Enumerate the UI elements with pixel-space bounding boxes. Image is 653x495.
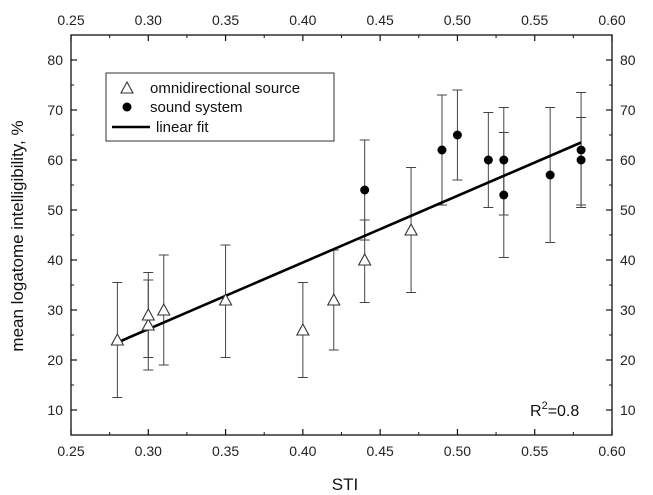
- x-axis-title: STI: [332, 475, 358, 494]
- x-tick-label-bottom: 0.55: [521, 443, 548, 459]
- x-tick-label-bottom: 0.40: [289, 443, 316, 459]
- y-tick-label-right: 10: [620, 402, 636, 418]
- omnidirectional-point: [295, 322, 310, 336]
- x-tick-label-bottom: 0.35: [212, 443, 239, 459]
- y-tick-label-left: 60: [47, 152, 63, 168]
- sound-system-point: [452, 130, 462, 140]
- y-tick-label-left: 20: [47, 352, 63, 368]
- x-tick-label-top: 0.45: [367, 12, 394, 28]
- y-tick-label-left: 40: [47, 252, 63, 268]
- y-tick-label-right: 60: [620, 152, 636, 168]
- y-tick-label-left: 70: [47, 102, 63, 118]
- sound-system-point: [576, 145, 586, 155]
- omnidirectional-point: [326, 292, 341, 306]
- omnidirectional-point: [218, 292, 233, 306]
- r-squared-annotation: R2=0.8: [530, 400, 579, 420]
- x-tick-label-top: 0.55: [521, 12, 548, 28]
- y-axis-title: mean logatome intelligibility, %: [8, 120, 27, 351]
- x-tick-label-top: 0.40: [289, 12, 316, 28]
- sound-system-point: [545, 170, 555, 180]
- x-tick-label-bottom: 0.30: [135, 443, 162, 459]
- data-markers: [110, 130, 586, 346]
- y-tick-label-right: 70: [620, 102, 636, 118]
- linear-fit-line: [116, 141, 582, 344]
- sound-system-point: [483, 155, 493, 165]
- legend-circle-marker: [122, 102, 132, 112]
- x-tick-label-top: 0.60: [598, 12, 625, 28]
- sound-system-point: [499, 155, 509, 165]
- y-tick-label-right: 20: [620, 352, 636, 368]
- sound-system-point: [576, 155, 586, 165]
- x-tick-label-top: 0.50: [444, 12, 471, 28]
- y-tick-label-right: 30: [620, 302, 636, 318]
- r-squared-main: R: [530, 403, 542, 420]
- omnidirectional-point: [357, 252, 372, 266]
- sound-system-point: [360, 185, 370, 195]
- omnidirectional-point: [141, 317, 156, 331]
- x-tick-label-top: 0.25: [57, 12, 84, 28]
- y-tick-label-right: 50: [620, 202, 636, 218]
- legend-label-sound-system: sound system: [150, 99, 243, 116]
- omnidirectional-point: [404, 222, 418, 236]
- sound-system-point: [499, 190, 509, 200]
- legend: omnidirectional source sound system linear…: [105, 72, 335, 142]
- y-tick-label-right: 40: [620, 252, 636, 268]
- y-tick-label-left: 50: [47, 202, 63, 218]
- linear-fit-line-group: [116, 141, 582, 344]
- sound-system-point: [437, 145, 447, 155]
- y-tick-label-left: 10: [47, 402, 63, 418]
- legend-box: [105, 72, 335, 142]
- x-tick-label-bottom: 0.50: [444, 443, 471, 459]
- r-squared-sup: 2: [542, 400, 548, 412]
- legend-label-omnidirectional: omnidirectional source: [150, 80, 300, 97]
- x-tick-label-top: 0.30: [135, 12, 162, 28]
- omnidirectional-point: [141, 307, 156, 321]
- x-tick-label-top: 0.35: [212, 12, 239, 28]
- y-tick-label-left: 80: [47, 52, 63, 68]
- x-tick-label-bottom: 0.45: [367, 443, 394, 459]
- legend-label-linear-fit: linear fit: [156, 119, 209, 136]
- axis-tick-labels: 0.25 0.25 0.30 0.30 0.35 0.35 0.40 0.40 0.45 0.45…: [47, 12, 635, 459]
- axis-ticks: [70, 34, 613, 436]
- r-squared-tail: =0.8: [548, 403, 580, 420]
- legend-triangle-marker: [120, 80, 134, 94]
- y-tick-label-left: 30: [47, 302, 63, 318]
- omnidirectional-point: [110, 332, 125, 346]
- omnidirectional-point: [156, 302, 171, 316]
- y-tick-label-right: 80: [620, 52, 636, 68]
- x-tick-label-bottom: 0.60: [598, 443, 625, 459]
- x-tick-label-bottom: 0.25: [57, 443, 84, 459]
